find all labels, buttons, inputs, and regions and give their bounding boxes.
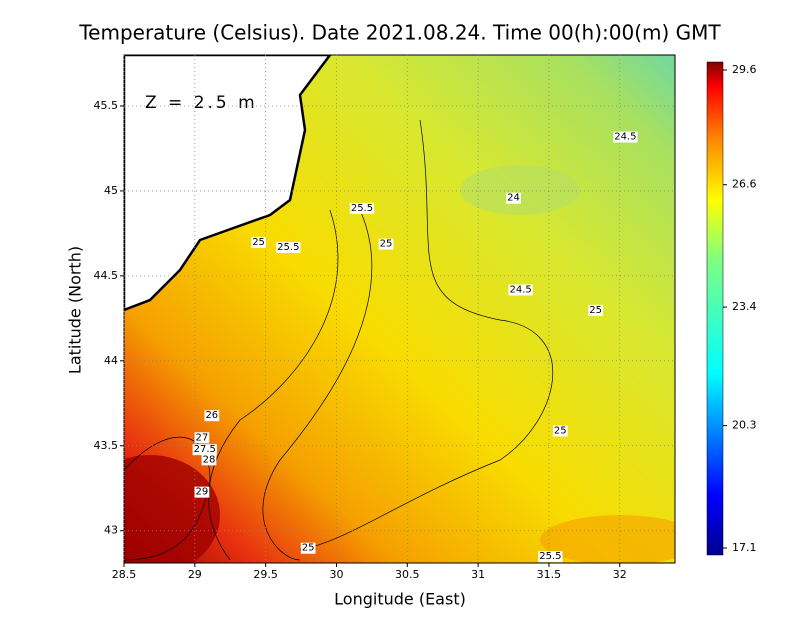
contour-label-bg <box>506 192 521 204</box>
plot-frame <box>123 54 676 564</box>
contour-label: 27.5 <box>194 444 216 455</box>
contour-label: 25.5 <box>539 551 561 562</box>
depth-annotation: Z = 2.5 m <box>145 93 258 113</box>
x-tick-label: 31 <box>471 568 485 581</box>
contour-label-bg <box>552 425 568 437</box>
contour-label: 24.5 <box>614 132 636 143</box>
colorbar-tick-label: 29.6 <box>732 63 757 76</box>
contour-label: 25 <box>589 305 602 316</box>
contour-label-bg <box>613 131 638 143</box>
contour-label: 25.5 <box>351 203 373 214</box>
contour-label: 25 <box>554 425 567 436</box>
contour-label: 29 <box>196 487 209 498</box>
contour-label-bg <box>538 551 563 563</box>
contour-label-bg <box>201 454 217 466</box>
y-axis-label: Latitude (North) <box>66 246 85 374</box>
field <box>124 55 675 563</box>
contour-label: 24 <box>507 193 520 204</box>
contour-label: 25 <box>380 239 393 250</box>
x-tick-label: 31.5 <box>537 568 562 581</box>
contour-label: 25.5 <box>277 242 299 253</box>
contour-label-bg <box>276 241 301 253</box>
y-tick-label: 44 <box>104 354 118 367</box>
contour-label: 24.5 <box>509 284 531 295</box>
contour-label-bg <box>588 304 604 316</box>
contour-label-bg <box>349 202 375 214</box>
x-tick-label: 32 <box>613 568 627 581</box>
contour-label-bg <box>508 284 533 296</box>
contour-label: 25 <box>302 543 315 554</box>
y-tick-label: 45 <box>104 184 118 197</box>
x-tick-label: 29 <box>188 568 202 581</box>
contour-label-bg <box>192 444 217 456</box>
contour-label-bg <box>300 542 316 554</box>
y-tick-label: 44.5 <box>94 269 119 282</box>
y-tick-label: 43 <box>104 524 118 537</box>
x-axis-label: Longitude (East) <box>334 590 466 609</box>
x-tick-label: 29.5 <box>253 568 278 581</box>
contour-label: 27 <box>196 432 209 443</box>
y-tick-label: 45.5 <box>94 99 119 112</box>
colorbar-tick-label: 17.1 <box>732 541 757 554</box>
contour-label-bg <box>194 486 210 498</box>
colorbar-tick-label: 23.4 <box>732 300 757 313</box>
x-tick-label: 30.5 <box>395 568 420 581</box>
x-tick-label: 28.5 <box>112 568 137 581</box>
y-tick-label: 43.5 <box>94 439 119 452</box>
contour-label: 25 <box>252 237 265 248</box>
colorbar-tick-label: 26.6 <box>732 178 757 191</box>
contour-label-bg <box>194 432 210 444</box>
contour-label-bg <box>251 236 266 248</box>
contour-label: 26 <box>205 410 218 421</box>
contour-label-bg <box>378 238 394 250</box>
colorbar-tick-label: 20.3 <box>732 419 757 432</box>
x-tick-label: 30 <box>329 568 343 581</box>
contour-label: 28 <box>203 454 216 465</box>
contour-label-bg <box>204 410 220 422</box>
colorbar <box>706 61 724 556</box>
chart-title: Temperature (Celsius). Date 2021.08.24. … <box>78 21 721 45</box>
